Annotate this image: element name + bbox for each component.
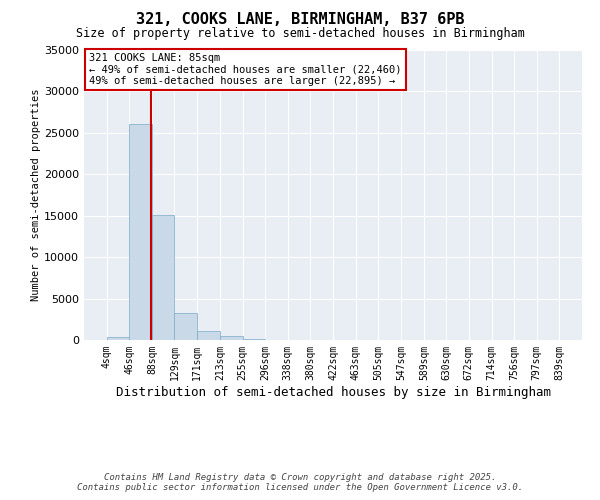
Bar [220,336,243,340]
Bar [175,314,197,340]
Bar [130,124,152,340]
Bar [243,338,265,340]
Text: Size of property relative to semi-detached houses in Birmingham: Size of property relative to semi-detach… [76,28,524,40]
Bar [152,215,175,340]
X-axis label: Distribution of semi-detached houses by size in Birmingham: Distribution of semi-detached houses by … [115,386,551,398]
Text: 321, COOKS LANE, BIRMINGHAM, B37 6PB: 321, COOKS LANE, BIRMINGHAM, B37 6PB [136,12,464,28]
Y-axis label: Number of semi-detached properties: Number of semi-detached properties [31,89,41,301]
Text: Contains HM Land Registry data © Crown copyright and database right 2025.
Contai: Contains HM Land Registry data © Crown c… [77,473,523,492]
Bar [197,331,220,340]
Bar [107,336,130,340]
Text: 321 COOKS LANE: 85sqm
← 49% of semi-detached houses are smaller (22,460)
49% of : 321 COOKS LANE: 85sqm ← 49% of semi-deta… [89,53,401,86]
